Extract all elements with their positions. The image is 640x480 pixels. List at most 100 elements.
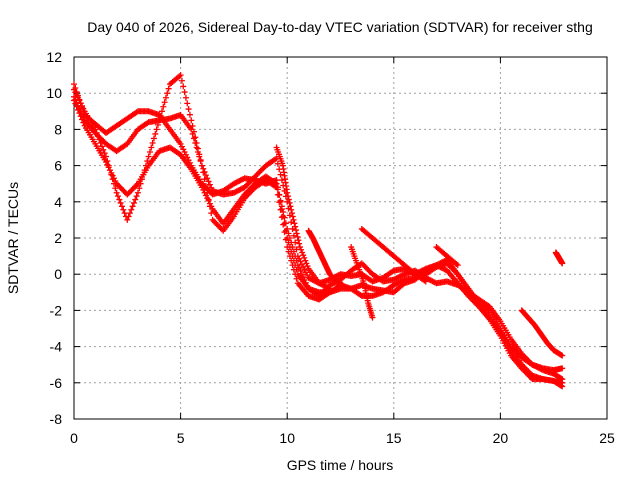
data-point xyxy=(188,117,195,124)
x-tick-label: 10 xyxy=(279,430,295,446)
data-point xyxy=(559,383,566,390)
data-point xyxy=(272,183,279,190)
data-point xyxy=(181,149,188,156)
data-point xyxy=(200,187,207,194)
data-point xyxy=(124,216,131,223)
data-point xyxy=(296,244,303,251)
data-point xyxy=(190,128,197,135)
data-point xyxy=(76,110,83,117)
data-point xyxy=(297,258,304,265)
series-arc-10 xyxy=(518,307,566,359)
data-point xyxy=(205,196,212,203)
data-point xyxy=(184,154,191,161)
y-tick-label: -8 xyxy=(50,411,63,427)
data-point xyxy=(289,213,296,220)
data-point xyxy=(142,162,149,169)
data-point xyxy=(72,89,79,96)
data-point xyxy=(97,139,104,146)
data-point xyxy=(206,203,213,210)
data-point xyxy=(76,97,83,104)
data-point xyxy=(302,269,309,276)
data-point xyxy=(208,184,215,191)
data-point xyxy=(287,203,294,210)
y-axis: -8 -6 -4 -2 0 2 4 6 8 10 12 xyxy=(46,49,607,427)
data-point xyxy=(150,135,157,142)
data-point xyxy=(300,273,307,280)
data-point xyxy=(192,134,199,141)
data-point xyxy=(112,185,119,192)
data-point xyxy=(304,282,311,289)
data-point xyxy=(153,126,160,133)
data-point xyxy=(106,167,113,174)
data-point xyxy=(148,144,155,151)
y-tick-label: 10 xyxy=(46,85,62,101)
series-arc-9 xyxy=(433,244,461,269)
data-point xyxy=(185,106,192,113)
data-point xyxy=(93,129,100,136)
data-point xyxy=(165,85,172,92)
data-point xyxy=(369,314,376,321)
x-tick-label: 15 xyxy=(386,430,402,446)
data-point xyxy=(276,199,283,206)
data-point xyxy=(117,199,124,206)
data-point xyxy=(130,199,137,206)
x-tick-label: 20 xyxy=(493,430,509,446)
data-point xyxy=(558,351,565,358)
data-point xyxy=(101,150,108,157)
data-point xyxy=(304,272,311,279)
data-point xyxy=(421,266,428,273)
data-point xyxy=(285,230,292,237)
series-arc-8 xyxy=(358,225,429,285)
data-point xyxy=(110,180,117,187)
data-point xyxy=(285,196,292,203)
data-point xyxy=(202,182,209,189)
series-arc-6 xyxy=(305,227,346,289)
data-point xyxy=(559,365,566,372)
data-point xyxy=(281,229,288,236)
data-point xyxy=(453,261,460,268)
data-point xyxy=(339,282,346,289)
data-point xyxy=(71,97,77,104)
data-point xyxy=(422,278,429,285)
data-point xyxy=(100,146,107,153)
data-point xyxy=(421,277,428,284)
data-point xyxy=(194,145,201,152)
data-point xyxy=(141,167,148,174)
data-point xyxy=(146,149,153,156)
data-point xyxy=(73,92,80,99)
data-point xyxy=(298,270,305,277)
data-point xyxy=(105,162,112,169)
data-point xyxy=(92,126,99,133)
data-point xyxy=(102,158,109,165)
data-point xyxy=(122,141,129,148)
data-point xyxy=(288,239,295,246)
data-point xyxy=(137,180,144,187)
data-point xyxy=(357,292,364,299)
data-point xyxy=(133,109,140,116)
data-point xyxy=(120,206,127,213)
data-point xyxy=(295,237,302,244)
data-point xyxy=(178,77,185,84)
data-point xyxy=(113,189,120,196)
data-point xyxy=(277,206,284,213)
series-arc-2 xyxy=(71,93,566,386)
data-point xyxy=(558,382,565,389)
data-point xyxy=(182,151,189,158)
data-point xyxy=(294,233,301,240)
data-point xyxy=(289,244,296,251)
series-arc-4 xyxy=(71,72,566,390)
data-point xyxy=(296,265,303,272)
data-point xyxy=(285,248,292,255)
data-point xyxy=(74,106,81,113)
series-arc-5 xyxy=(273,144,333,292)
data-point xyxy=(114,193,121,200)
data-point xyxy=(301,254,308,261)
data-point xyxy=(78,116,85,123)
data-point xyxy=(302,257,309,264)
data-point xyxy=(204,175,211,182)
data-point xyxy=(284,189,291,196)
data-point xyxy=(128,206,135,213)
data-point xyxy=(290,216,297,223)
data-point xyxy=(285,193,291,200)
